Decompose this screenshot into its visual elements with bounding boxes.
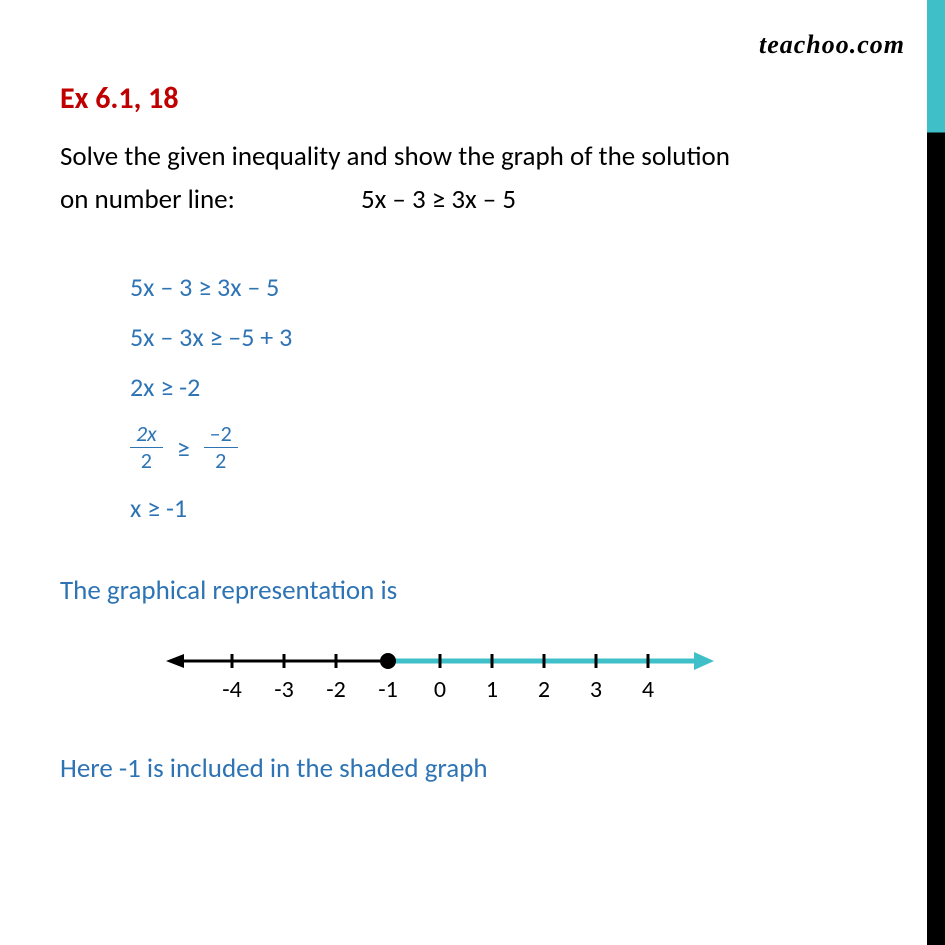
problem-inequality: 5x – 3 ≥ 3x – 5 (361, 178, 516, 221)
frac-right-den: 2 (209, 448, 232, 474)
frac-right: –2 2 (204, 421, 238, 474)
footer-note: Here -1 is included in the shaded graph (60, 752, 885, 785)
svg-text:-1: -1 (378, 675, 398, 704)
problem-line2-prefix: on number line: (60, 183, 235, 216)
problem-line1: Solve the given inequality and show the … (60, 140, 730, 173)
svg-text:4: 4 (642, 675, 654, 704)
number-line: -4 -3 -2 -1 0 1 2 3 4 (160, 637, 885, 722)
frac-right-num: –2 (204, 421, 238, 448)
right-border (927, 0, 945, 945)
number-line-svg: -4 -3 -2 -1 0 1 2 3 4 (160, 637, 720, 717)
step-2: 5x – 3x ≥ –5 + 3 (130, 321, 885, 353)
step-5: x ≥ -1 (130, 492, 885, 524)
svg-text:-4: -4 (222, 675, 242, 704)
graph-title: The graphical representation is (60, 574, 885, 607)
svg-text:-3: -3 (274, 675, 294, 704)
watermark: teachoo.com (759, 30, 905, 60)
step-3: 2x ≥ -2 (130, 371, 885, 403)
step4-operator: ≥ (177, 432, 190, 464)
svg-text:3: 3 (590, 675, 602, 704)
problem-statement: Solve the given inequality and show the … (60, 135, 885, 221)
svg-text:2: 2 (538, 675, 550, 704)
step-4: 2x 2 ≥ –2 2 (130, 421, 885, 474)
frac-left-num: 2x (136, 420, 157, 447)
frac-left-den: 2 (135, 448, 158, 474)
content: Ex 6.1, 18 Solve the given inequality an… (0, 0, 945, 825)
svg-text:1: 1 (486, 675, 498, 704)
step-1: 5x – 3 ≥ 3x – 5 (130, 271, 885, 303)
solution-steps: 5x – 3 ≥ 3x – 5 5x – 3x ≥ –5 + 3 2x ≥ -2… (130, 271, 885, 524)
frac-left: 2x 2 (130, 421, 163, 474)
exercise-title: Ex 6.1, 18 (60, 80, 885, 117)
svg-text:-2: -2 (326, 675, 346, 704)
svg-text:0: 0 (434, 675, 446, 704)
